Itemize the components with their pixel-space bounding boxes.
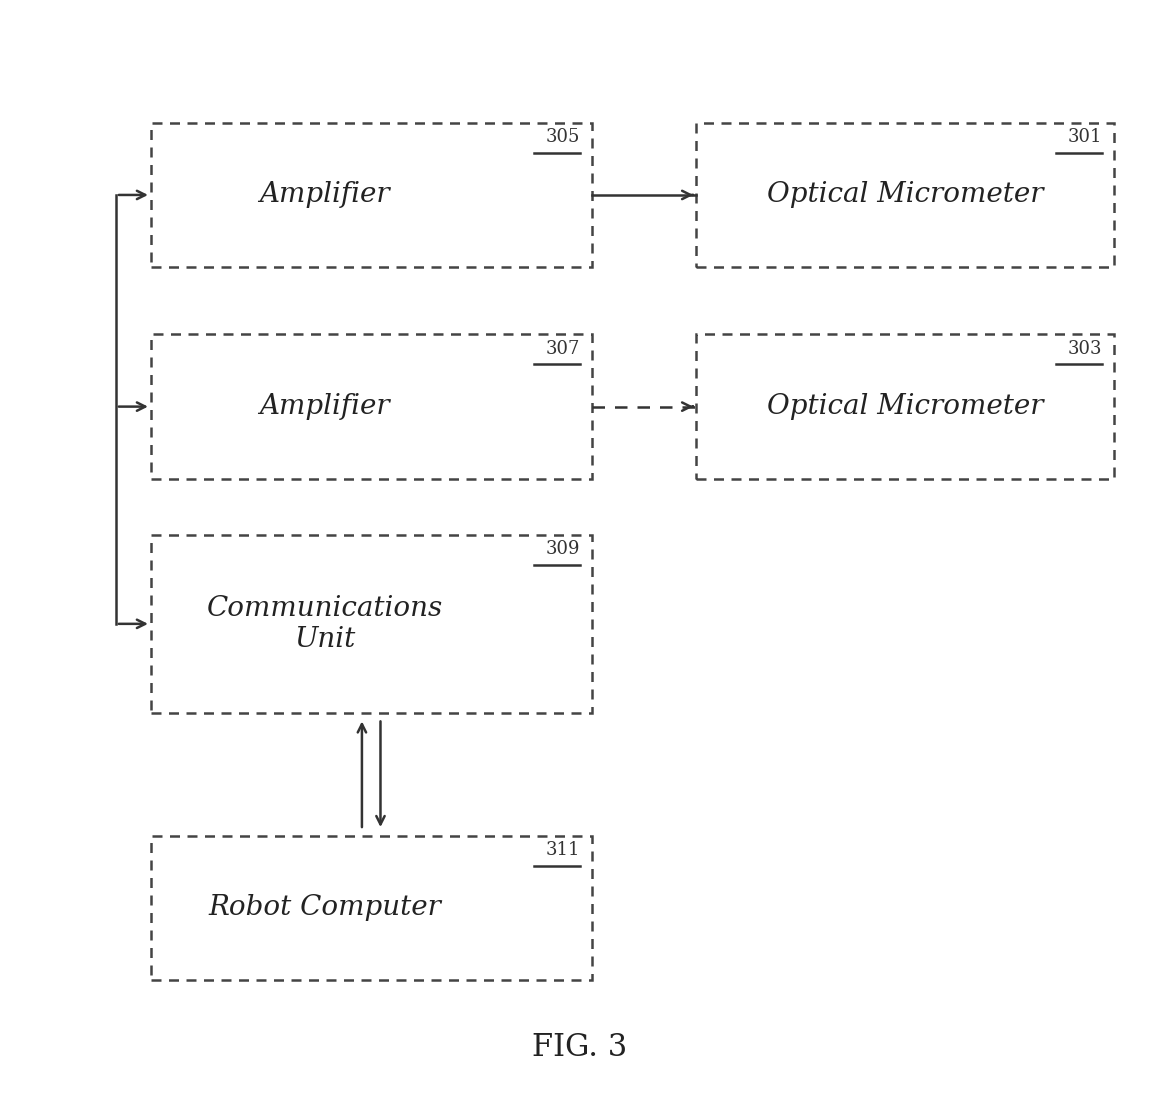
Bar (696, 334, 1114, 479)
Text: Communications
Unit: Communications Unit (206, 595, 443, 653)
Bar (696, 123, 1114, 267)
Text: Robot Computer: Robot Computer (209, 895, 441, 921)
Text: 305: 305 (545, 128, 580, 146)
Text: Optical Micrometer: Optical Micrometer (767, 393, 1043, 420)
Text: 307: 307 (545, 340, 580, 358)
Text: 301: 301 (1067, 128, 1102, 146)
Bar (151, 836, 592, 980)
Bar (151, 535, 592, 713)
Text: 309: 309 (545, 540, 580, 558)
Text: Amplifier: Amplifier (260, 393, 390, 420)
Text: Optical Micrometer: Optical Micrometer (767, 182, 1043, 208)
Bar (151, 123, 592, 267)
Bar (151, 334, 592, 479)
Text: 303: 303 (1067, 340, 1102, 358)
Text: Amplifier: Amplifier (260, 182, 390, 208)
Text: FIG. 3: FIG. 3 (532, 1032, 628, 1063)
Text: 311: 311 (545, 841, 580, 859)
